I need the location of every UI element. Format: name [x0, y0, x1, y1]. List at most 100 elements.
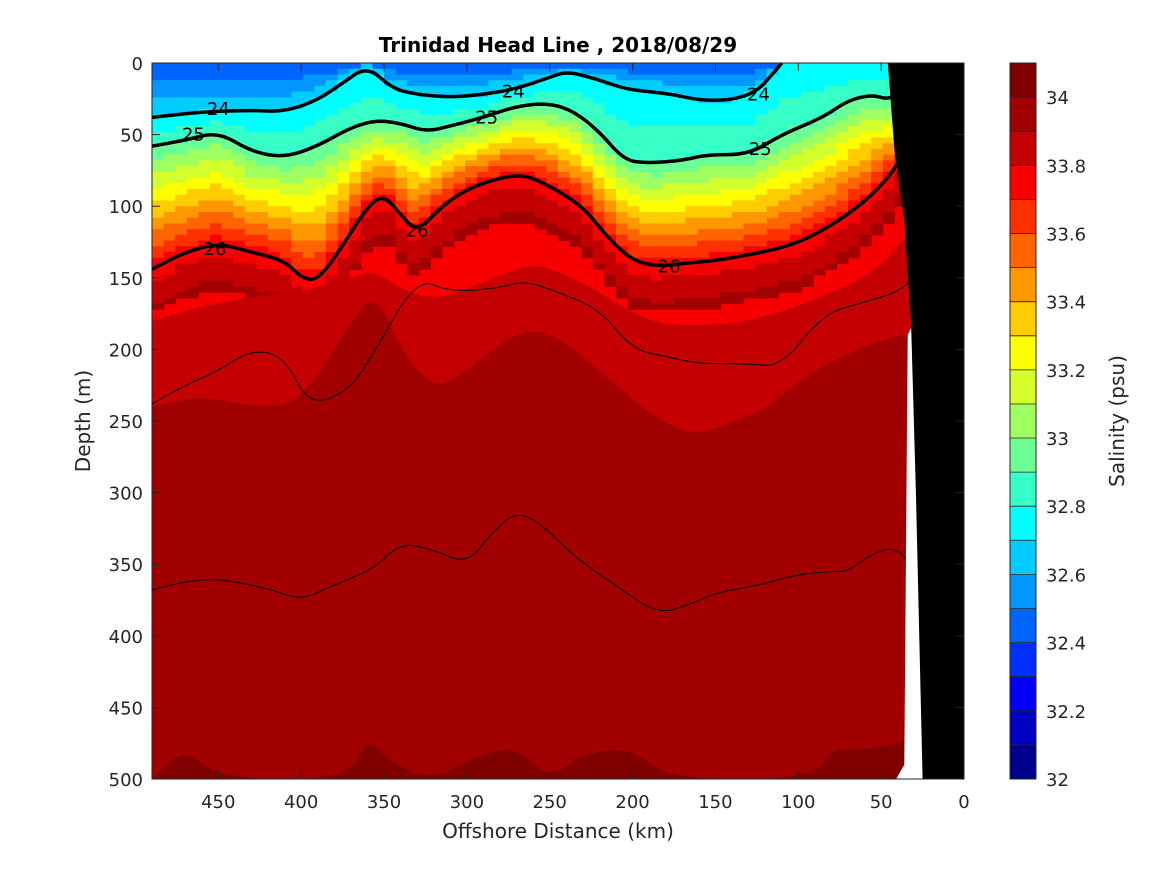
salinity-cell: [326, 183, 339, 190]
salinity-cell: [372, 211, 385, 219]
salinity-cell: [233, 63, 246, 70]
salinity-cell: [511, 108, 524, 116]
salinity-cell: [801, 137, 814, 144]
salinity-cell: [500, 103, 513, 110]
salinity-cell: [523, 137, 536, 144]
salinity-cell: [604, 194, 617, 201]
salinity-cell: [708, 206, 721, 213]
salinity-cell: [500, 114, 513, 121]
salinity-cell: [790, 131, 803, 138]
salinity-cell: [268, 80, 281, 87]
salinity-cell: [465, 80, 478, 87]
salinity-cell: [639, 131, 652, 138]
salinity-cell: [685, 160, 698, 167]
salinity-cell: [465, 85, 478, 93]
salinity-cell: [743, 286, 756, 293]
salinity-cell: [349, 211, 362, 219]
salinity-cell: [674, 189, 687, 196]
salinity-cell: [407, 114, 420, 121]
salinity-cell: [326, 246, 339, 253]
salinity-cell: [790, 183, 803, 190]
salinity-cell: [801, 97, 814, 104]
salinity-cell: [302, 160, 315, 167]
salinity-cell: [616, 274, 629, 282]
salinity-cell: [476, 189, 489, 196]
salinity-cell: [720, 160, 733, 167]
salinity-cell: [708, 63, 721, 70]
salinity-cell: [302, 74, 315, 81]
salinity-cell: [488, 183, 501, 190]
salinity-cell: [627, 131, 640, 138]
salinity-cell: [152, 108, 165, 116]
salinity-cell: [175, 103, 188, 110]
salinity-cell: [198, 252, 211, 259]
salinity-cell: [407, 68, 420, 75]
salinity-cell: [766, 200, 779, 207]
salinity-cell: [384, 126, 397, 133]
salinity-cell: [662, 223, 675, 230]
salinity-cell: [592, 148, 605, 156]
salinity-cell: [708, 148, 721, 156]
salinity-cell: [302, 211, 315, 219]
salinity-cell: [268, 286, 281, 293]
salinity-cell: [256, 63, 269, 70]
salinity-cell: [848, 171, 861, 179]
salinity-cell: [453, 160, 466, 167]
salinity-cell: [604, 223, 617, 230]
salinity-cell: [871, 200, 884, 207]
salinity-cell: [488, 85, 501, 93]
salinity-cell: [442, 160, 455, 167]
salinity-cell: [720, 269, 733, 276]
salinity-cell: [418, 246, 431, 253]
salinity-cell: [349, 189, 362, 196]
salinity-cell: [384, 91, 397, 98]
salinity-cell: [732, 183, 745, 190]
salinity-cell: [163, 63, 176, 70]
salinity-cell: [743, 154, 756, 161]
salinity-cell: [488, 194, 501, 201]
salinity-cell: [163, 211, 176, 219]
salinity-cell: [755, 120, 768, 127]
salinity-cell: [662, 63, 675, 70]
salinity-cell: [221, 171, 234, 179]
salinity-cell: [743, 189, 756, 196]
salinity-cell: [279, 120, 292, 127]
salinity-cell: [500, 108, 513, 116]
salinity-cell: [697, 223, 710, 230]
salinity-cell: [233, 148, 246, 156]
colorbar-swatch: [1010, 540, 1036, 575]
salinity-cell: [372, 63, 385, 70]
salinity-cell: [476, 126, 489, 133]
salinity-cell: [546, 80, 559, 87]
salinity-cell: [152, 68, 165, 75]
salinity-cell: [732, 223, 745, 230]
salinity-cell: [442, 120, 455, 127]
salinity-cell: [244, 131, 257, 138]
salinity-cell: [697, 126, 710, 133]
salinity-cell: [349, 160, 362, 167]
salinity-cell: [848, 240, 861, 247]
salinity-cell: [581, 80, 594, 87]
salinity-cell: [326, 211, 339, 219]
salinity-cell: [616, 269, 629, 276]
salinity-cell: [743, 223, 756, 230]
salinity-cell: [279, 206, 292, 213]
salinity-cell: [163, 74, 176, 81]
salinity-cell: [418, 229, 431, 236]
salinity-cell: [755, 189, 768, 196]
salinity-cell: [175, 114, 188, 121]
salinity-cell: [569, 194, 582, 201]
salinity-cell: [813, 68, 826, 75]
colorbar-swatch: [1010, 608, 1036, 644]
salinity-cell: [384, 103, 397, 110]
salinity-cell: [152, 303, 165, 310]
salinity-cell: [488, 126, 501, 133]
salinity-cell: [488, 91, 501, 98]
salinity-cell: [372, 177, 385, 184]
salinity-cell: [418, 120, 431, 127]
salinity-cell: [500, 137, 513, 144]
salinity-cell: [476, 143, 489, 150]
salinity-cell: [558, 194, 571, 201]
salinity-cell: [592, 171, 605, 179]
salinity-cell: [418, 74, 431, 81]
